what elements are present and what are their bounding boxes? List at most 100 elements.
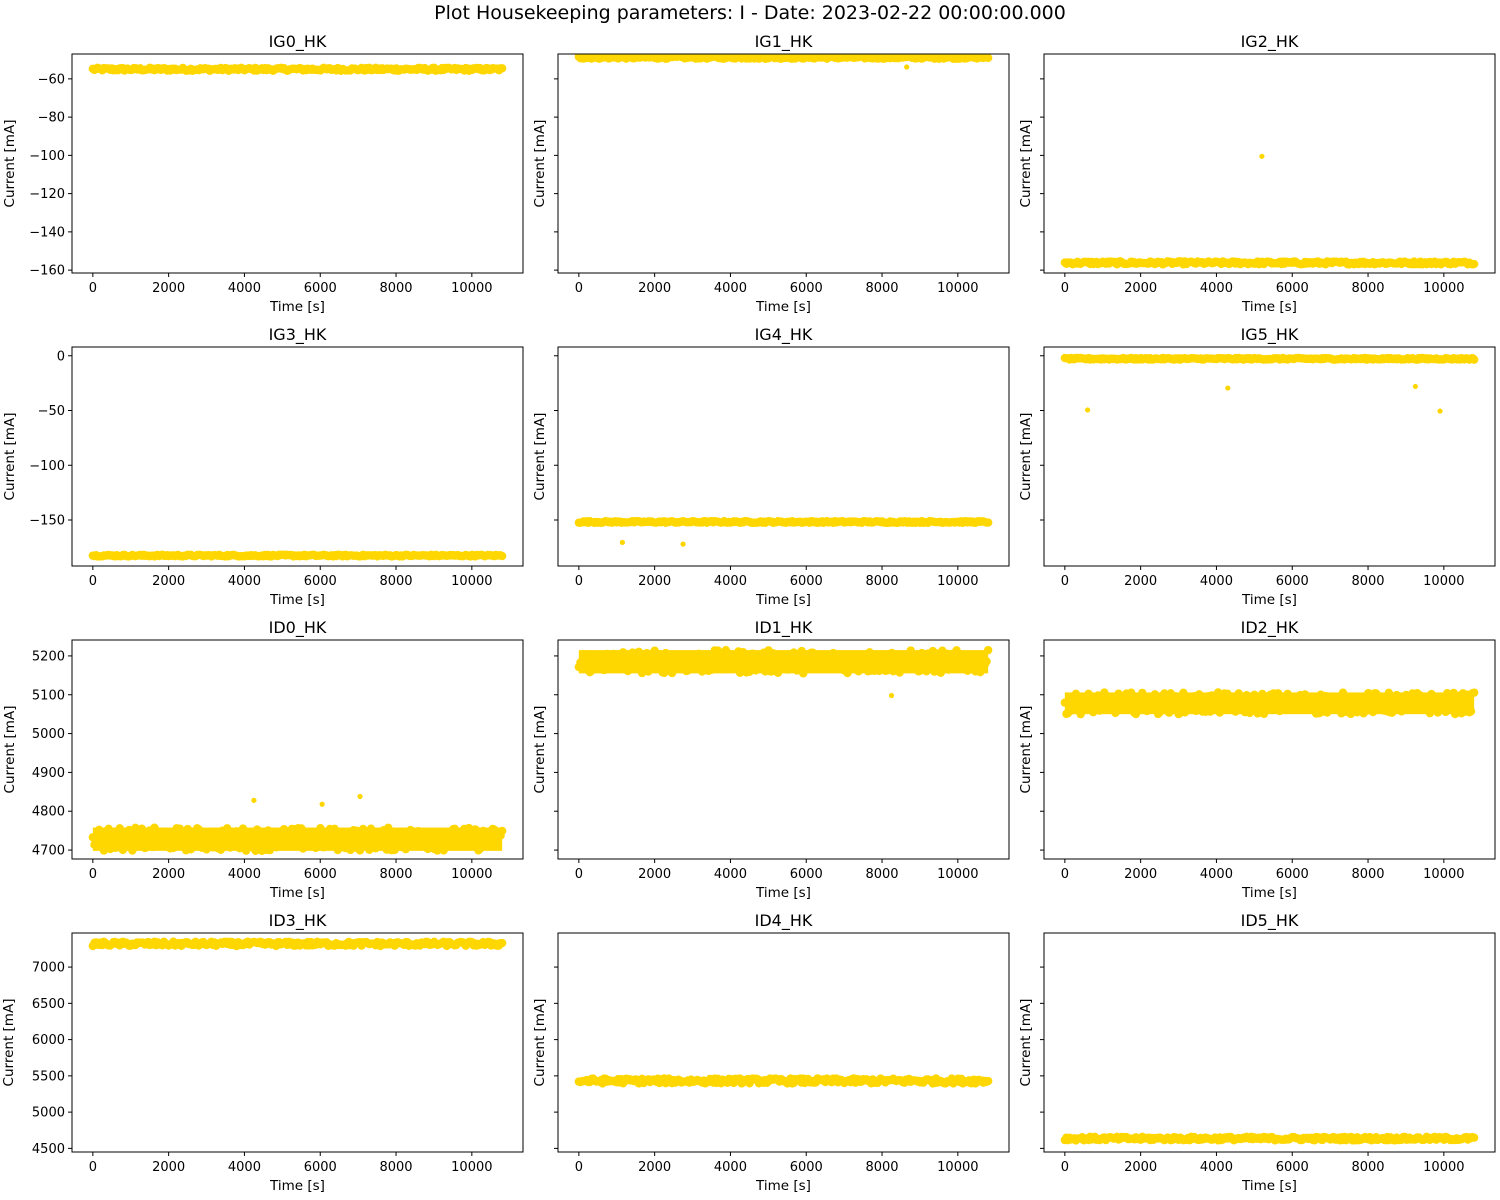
data-series bbox=[88, 793, 507, 856]
x-tick-label: 6000 bbox=[1276, 574, 1309, 589]
x-tick-label: 0 bbox=[89, 867, 97, 882]
subplot-id4-hk: 0 2000 4000 6000 8000 10000 ID4_HK Time [s] Curr… bbox=[532, 911, 1010, 1194]
x-tick-label: 4000 bbox=[714, 281, 747, 296]
x-tick-label: 10000 bbox=[451, 1160, 492, 1175]
y-tick-label: 4700 bbox=[32, 844, 65, 859]
x-tick-label: 2000 bbox=[638, 281, 671, 296]
data-series bbox=[1060, 1132, 1479, 1145]
y-tick-label: 6500 bbox=[32, 997, 65, 1012]
data-series bbox=[88, 550, 507, 561]
subplot-title: IG1_HK bbox=[755, 32, 813, 52]
x-tick-label: 8000 bbox=[865, 1160, 898, 1175]
x-tick-label: 8000 bbox=[1351, 574, 1384, 589]
data-band bbox=[92, 67, 503, 71]
axes-frame bbox=[1043, 346, 1496, 567]
outlier-point bbox=[619, 539, 626, 546]
x-tick-label: 2000 bbox=[1124, 281, 1157, 296]
x-tick-label: 8000 bbox=[865, 574, 898, 589]
x-tick-label: 6000 bbox=[1276, 1160, 1309, 1175]
x-tick-label: 2000 bbox=[1124, 1160, 1157, 1175]
x-tick-label: 8000 bbox=[865, 281, 898, 296]
x-tick-label: 10000 bbox=[1423, 281, 1464, 296]
x-axis-label: Time [s] bbox=[1241, 885, 1297, 901]
x-axis-label: Time [s] bbox=[755, 1178, 811, 1194]
x-tick-label: 4000 bbox=[1200, 574, 1233, 589]
axes-frame bbox=[557, 53, 1010, 274]
axes-frame bbox=[557, 346, 1010, 567]
x-tick-label: 2000 bbox=[638, 574, 671, 589]
x-tick-label: 10000 bbox=[451, 867, 492, 882]
y-tick-label: −140 bbox=[29, 225, 65, 240]
y-tick-label: 5200 bbox=[32, 649, 65, 664]
y-tick-label: 6000 bbox=[32, 1033, 65, 1048]
subplot-title: ID4_HK bbox=[755, 911, 813, 931]
x-tick-label: 2000 bbox=[152, 1160, 185, 1175]
data-series bbox=[1060, 688, 1479, 719]
y-tick-label: −120 bbox=[29, 187, 65, 202]
x-tick-label: 10000 bbox=[937, 867, 978, 882]
x-axis-label: Time [s] bbox=[1241, 1178, 1297, 1194]
x-tick-label: 10000 bbox=[1423, 574, 1464, 589]
data-band bbox=[578, 1078, 989, 1084]
x-tick-label: 0 bbox=[575, 574, 583, 589]
x-axis-label: Time [s] bbox=[755, 885, 811, 901]
data-band bbox=[92, 941, 503, 947]
y-axis-label: Current [mA] bbox=[1018, 413, 1034, 501]
x-tick-label: 2000 bbox=[638, 1160, 671, 1175]
subplot-title: IG2_HK bbox=[1241, 32, 1299, 52]
axes-frame bbox=[1043, 53, 1496, 274]
data-band bbox=[92, 827, 503, 851]
y-axis-label: Current [mA] bbox=[1, 999, 17, 1087]
subplot-id0-hk: 0 2000 4000 6000 8000 10000 5200 5100 5000 4900 48… bbox=[2, 618, 524, 901]
subplot-ig2-hk: 0 2000 4000 6000 8000 10000 IG2_HK Time [s] Curr… bbox=[1018, 32, 1496, 315]
x-tick-label: 4000 bbox=[228, 1160, 261, 1175]
y-tick-label: 0 bbox=[57, 349, 65, 364]
subplot-ig5-hk: 0 2000 4000 6000 8000 10000 IG5_HK Time [s] Curr… bbox=[1018, 325, 1496, 608]
x-axis-label: Time [s] bbox=[1241, 299, 1297, 315]
y-axis-label: Current [mA] bbox=[2, 120, 18, 208]
x-tick-label: 2000 bbox=[1124, 574, 1157, 589]
x-tick-label: 2000 bbox=[152, 574, 185, 589]
x-tick-label: 2000 bbox=[152, 867, 185, 882]
data-series bbox=[574, 645, 993, 699]
y-tick-label: 7000 bbox=[32, 961, 65, 976]
subplot-title: IG3_HK bbox=[269, 325, 327, 345]
y-axis-label: Current [mA] bbox=[2, 413, 18, 501]
x-tick-label: 4000 bbox=[1200, 867, 1233, 882]
x-tick-label: 8000 bbox=[865, 867, 898, 882]
x-tick-label: 0 bbox=[89, 574, 97, 589]
x-tick-label: 0 bbox=[1061, 867, 1069, 882]
y-tick-label: −100 bbox=[29, 459, 65, 474]
y-axis-label: Current [mA] bbox=[532, 999, 548, 1087]
outlier-point bbox=[904, 64, 910, 70]
x-tick-label: 4000 bbox=[1200, 281, 1233, 296]
axes-frame bbox=[1043, 639, 1496, 860]
x-axis-label: Time [s] bbox=[269, 299, 325, 315]
x-tick-label: 6000 bbox=[790, 574, 823, 589]
x-axis-label: Time [s] bbox=[755, 299, 811, 315]
subplot-title: IG0_HK bbox=[269, 32, 327, 52]
y-axis-label: Current [mA] bbox=[2, 706, 18, 794]
axes-frame bbox=[71, 53, 524, 274]
x-tick-label: 8000 bbox=[1351, 867, 1384, 882]
x-axis-label: Time [s] bbox=[269, 592, 325, 608]
x-tick-label: 0 bbox=[1061, 281, 1069, 296]
x-tick-label: 4000 bbox=[714, 867, 747, 882]
x-axis-label: Time [s] bbox=[1241, 592, 1297, 608]
x-tick-label: 2000 bbox=[152, 281, 185, 296]
data-series bbox=[1060, 353, 1479, 414]
outlier-point bbox=[1259, 153, 1265, 159]
x-tick-label: 8000 bbox=[379, 281, 412, 296]
y-tick-label: 4900 bbox=[32, 766, 65, 781]
x-tick-label: 6000 bbox=[790, 281, 823, 296]
y-tick-label: −160 bbox=[29, 264, 65, 279]
subplot-title: ID3_HK bbox=[269, 911, 327, 931]
subplot-title: IG5_HK bbox=[1241, 325, 1299, 345]
x-tick-label: 6000 bbox=[1276, 281, 1309, 296]
y-tick-label: −100 bbox=[29, 149, 65, 164]
subplot-title: ID2_HK bbox=[1241, 618, 1299, 638]
outlier-point bbox=[1437, 408, 1443, 414]
outlier-point bbox=[1225, 385, 1231, 391]
x-tick-label: 0 bbox=[1061, 1160, 1069, 1175]
